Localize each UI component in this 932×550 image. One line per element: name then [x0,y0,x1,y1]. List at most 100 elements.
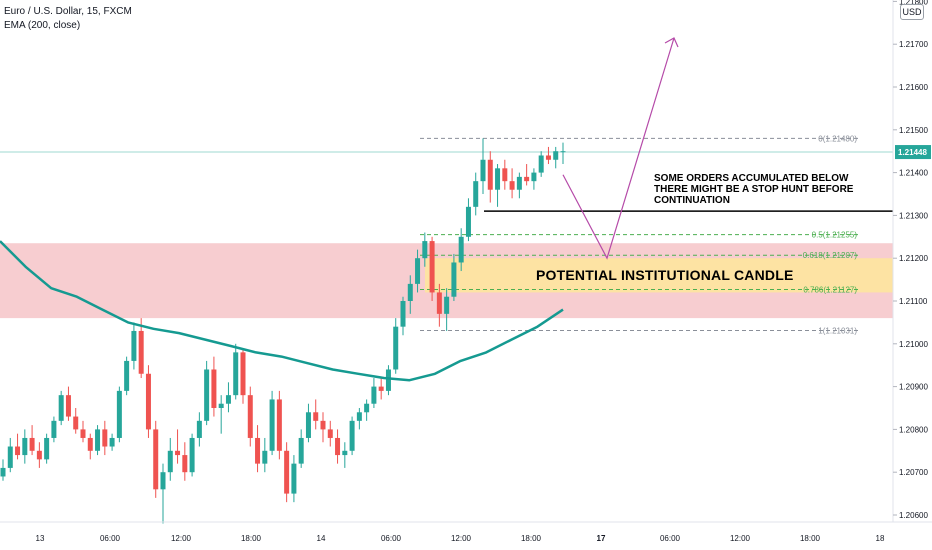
candle-body [320,420,326,430]
candle-body [364,403,370,413]
candle-body [124,360,130,391]
price-tick-label: 1.21700 [899,40,928,49]
time-tick-label: 18 [876,534,885,543]
candle-body [109,437,115,447]
time-tick-label: 12:00 [730,534,751,543]
candle-body [495,168,501,190]
candle-body [473,181,479,207]
price-tick-label: 1.21600 [899,83,928,92]
candle-body [167,450,173,473]
arrow-head [664,37,679,48]
candle-body [422,241,428,259]
candle-body [44,437,50,460]
price-tick-label: 1.21000 [899,340,928,349]
currency-badge[interactable]: USD [900,4,924,20]
candle-body [80,429,86,438]
time-tick-label: 17 [597,534,606,543]
time-tick-label: 12:00 [451,534,472,543]
candle-body [480,159,486,182]
candle-body [233,352,239,396]
candle-body [284,450,290,494]
candle-body [145,373,151,430]
candle-body [182,455,188,473]
price-tick-label: 1.21500 [899,126,928,135]
candle-body [196,420,202,438]
candle-body [0,467,6,477]
candle-body [415,258,421,284]
candle-body [51,420,57,438]
candle-body [487,159,493,190]
ema-200-line [0,240,564,382]
current-price-label: 1.21448 [898,148,927,157]
candle-body [545,155,551,160]
price-tick-label: 1.21300 [899,211,928,220]
candle-body [371,386,377,404]
candle-body [73,416,79,430]
candle-body [444,296,450,314]
time-tick-label: 06:00 [660,534,681,543]
candle-body [262,450,268,464]
price-tick-label: 1.20700 [899,468,928,477]
current-price-badge [895,145,931,160]
candle-body [560,151,566,153]
candle-body [327,429,333,438]
candle-body [291,463,297,494]
candle-body [131,330,137,361]
candle-body [458,236,464,263]
candle-body [204,369,210,421]
fib-label: 0.786(1.21127) [803,285,857,294]
fib-label: 1(1.21031) [818,327,857,336]
candle-body [189,437,195,473]
candle-body [65,395,71,417]
price-tick-label: 1.21100 [899,297,928,306]
time-tick-label: 06:00 [381,534,402,543]
candle-body [276,399,282,451]
candle-body [29,437,35,451]
candle-body [218,403,224,408]
candle-body [138,330,144,374]
institutional-candle-label: POTENTIAL INSTITUTIONAL CANDLE [536,267,794,283]
candle-body [95,429,101,451]
candle-body [451,262,457,297]
price-tick-label: 1.21200 [899,254,928,263]
candle-body [342,450,348,456]
candle-body [225,395,231,404]
candle-body [407,283,413,301]
candle-body [524,176,530,182]
price-tick-label: 1.20600 [899,511,928,520]
candle-body [553,151,559,160]
candle-body [509,181,515,190]
candle-body [313,412,319,421]
candle-body [247,395,253,438]
price-tick-label: 1.20900 [899,383,928,392]
time-tick-label: 06:00 [100,534,121,543]
candle-body [116,390,122,438]
candle-body [175,450,181,456]
candle-body [465,206,471,237]
candle-body [502,168,508,182]
candle-body [153,429,159,490]
projection-path [562,37,675,260]
candle-body [385,369,391,391]
price-tick-label: 1.21400 [899,169,928,178]
candle-body [22,437,28,456]
candle-body [15,446,21,456]
time-tick-label: 12:00 [171,534,192,543]
time-tick-label: 13 [36,534,45,543]
candle-body [400,301,406,327]
chart-legend: Euro / U.S. Dollar, 15, FXCM EMA (200, c… [4,5,132,33]
candle-body [7,446,13,468]
candle-body [393,326,399,370]
candle-body [531,172,537,182]
candle-body [429,241,435,293]
candle-body [349,420,355,451]
candle-body [269,399,275,451]
candle-body [378,386,384,391]
symbol-title: Euro / U.S. Dollar, 15, FXCM [4,6,132,17]
candle-body [538,155,544,173]
candle-body [356,412,362,421]
candle-body [102,429,108,447]
stop-hunt-annotation: SOME ORDERS ACCUMULATED BELOW THERE MIGH… [654,173,854,206]
fib-label: 0(1.21480) [818,134,857,143]
